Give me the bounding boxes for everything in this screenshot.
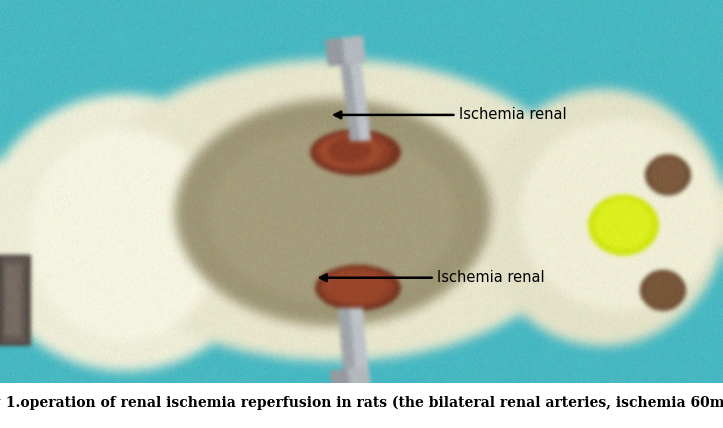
Text: Ischemia renal: Ischemia renal xyxy=(320,270,545,285)
Text: Fig 1.operation of renal ischemia reperfusion in rats (the bilateral renal arter: Fig 1.operation of renal ischemia reperf… xyxy=(0,396,723,410)
Text: Ischemia renal: Ischemia renal xyxy=(335,107,567,122)
